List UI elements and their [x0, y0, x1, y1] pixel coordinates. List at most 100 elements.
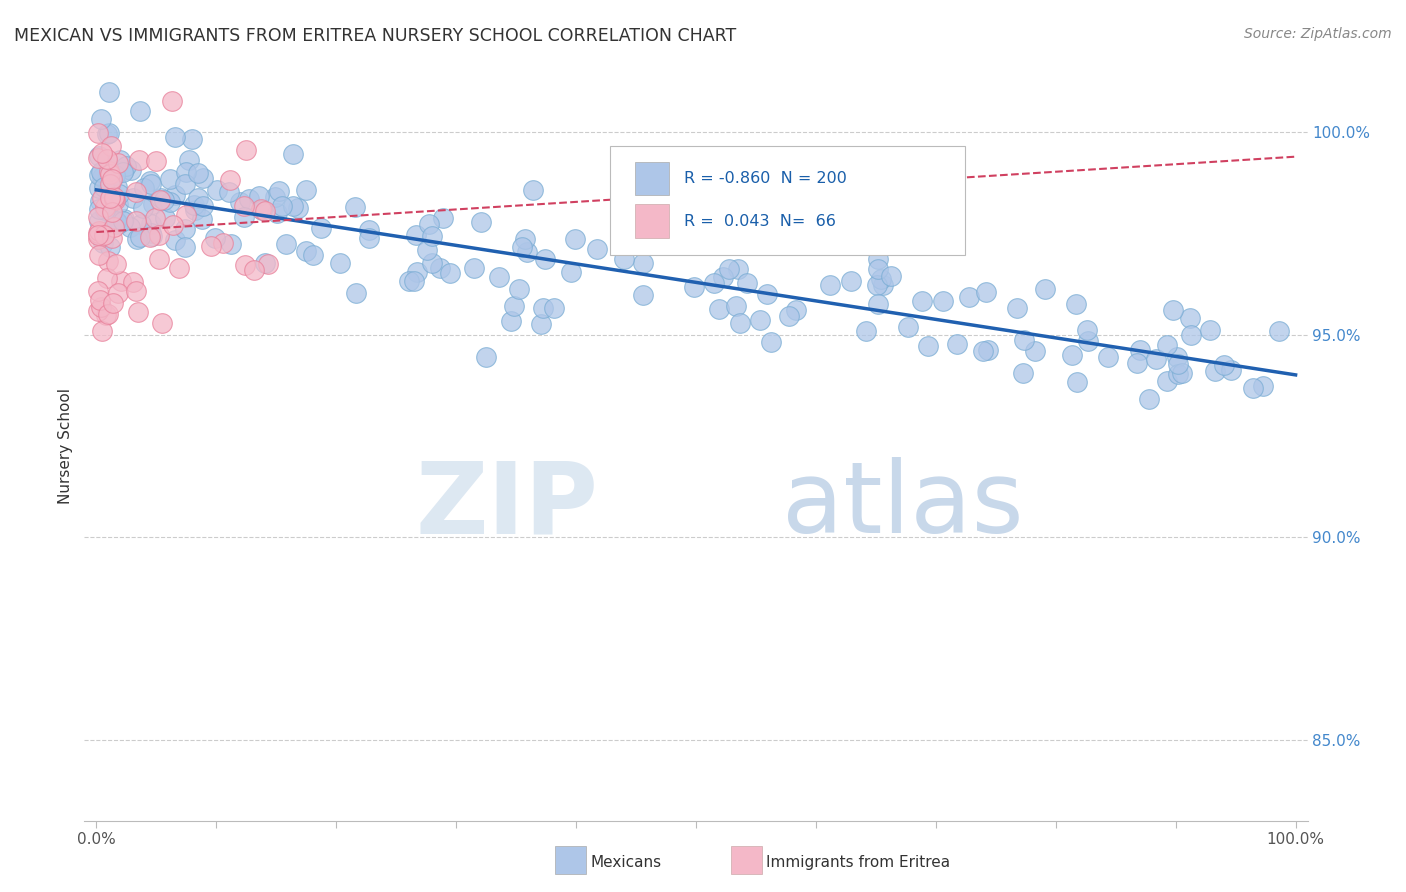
- Point: [97, 126, 120, 140]
- Point: [90, 112, 112, 126]
- Point: [107, 187, 129, 202]
- Point: [295, 244, 318, 259]
- Point: [1219, 363, 1241, 377]
- Point: [105, 180, 128, 194]
- Bar: [636, 161, 669, 195]
- Point: [174, 165, 197, 179]
- Point: [897, 319, 920, 334]
- Point: [1064, 297, 1087, 311]
- Point: [114, 212, 136, 227]
- Point: [269, 184, 291, 198]
- Point: [112, 163, 135, 178]
- Point: [1212, 358, 1234, 372]
- Point: [205, 183, 228, 197]
- Point: [728, 316, 751, 330]
- Point: [613, 252, 636, 266]
- Text: ZIP: ZIP: [415, 458, 598, 555]
- Point: [173, 222, 195, 236]
- Point: [120, 219, 142, 234]
- Point: [87, 248, 110, 262]
- Point: [200, 239, 222, 253]
- Point: [866, 278, 889, 293]
- Point: [87, 202, 110, 216]
- Point: [101, 205, 124, 219]
- Point: [89, 194, 111, 208]
- Point: [311, 220, 333, 235]
- Point: [516, 245, 538, 260]
- Point: [513, 232, 536, 246]
- Point: [917, 339, 939, 353]
- Point: [957, 290, 980, 304]
- Point: [97, 172, 120, 186]
- Point: [97, 169, 120, 184]
- Point: [302, 248, 325, 262]
- Point: [683, 280, 706, 294]
- Point: [250, 202, 273, 217]
- Point: [564, 232, 586, 246]
- Point: [855, 324, 877, 338]
- Point: [159, 171, 181, 186]
- Point: [184, 203, 207, 218]
- Point: [204, 231, 226, 245]
- Point: [212, 236, 235, 251]
- Point: [148, 227, 170, 242]
- Point: [105, 214, 128, 228]
- Point: [111, 165, 134, 179]
- Y-axis label: Nursery School: Nursery School: [58, 388, 73, 504]
- Point: [880, 269, 903, 284]
- Point: [717, 261, 740, 276]
- Point: [96, 271, 118, 285]
- Point: [94, 200, 117, 214]
- Point: [98, 85, 121, 99]
- Point: [167, 260, 190, 275]
- Point: [87, 227, 110, 242]
- Point: [181, 131, 204, 145]
- Point: [242, 262, 264, 277]
- Point: [86, 210, 108, 224]
- Point: [911, 293, 934, 308]
- Point: [90, 300, 112, 314]
- Point: [221, 236, 243, 251]
- Point: [91, 146, 114, 161]
- Point: [748, 313, 770, 327]
- Point: [127, 232, 149, 246]
- Point: [253, 204, 276, 219]
- Point: [142, 197, 165, 211]
- Point: [976, 343, 998, 357]
- Bar: [636, 204, 669, 238]
- Point: [89, 168, 111, 182]
- Point: [620, 216, 643, 230]
- Point: [98, 196, 121, 211]
- Point: [93, 227, 115, 242]
- Point: [101, 296, 124, 310]
- Point: [91, 191, 114, 205]
- Point: [1268, 324, 1291, 338]
- Point: [508, 282, 530, 296]
- Point: [218, 186, 240, 200]
- Point: [1166, 350, 1188, 364]
- Point: [866, 297, 889, 311]
- Point: [128, 104, 150, 119]
- Point: [96, 308, 118, 322]
- Point: [165, 188, 187, 202]
- Point: [1097, 350, 1119, 364]
- Text: Source: ZipAtlas.com: Source: ZipAtlas.com: [1244, 27, 1392, 41]
- Point: [263, 190, 285, 204]
- Point: [1024, 343, 1046, 358]
- Point: [1156, 374, 1178, 388]
- Point: [1167, 357, 1189, 371]
- Point: [253, 256, 276, 270]
- Point: [866, 252, 889, 266]
- Point: [1198, 324, 1220, 338]
- Point: [229, 195, 252, 210]
- Point: [1060, 348, 1083, 362]
- Point: [974, 285, 997, 300]
- Point: [107, 156, 129, 170]
- Point: [163, 233, 186, 247]
- Point: [125, 185, 148, 199]
- Point: [103, 190, 125, 204]
- Point: [741, 228, 763, 243]
- Point: [128, 153, 150, 168]
- Point: [398, 274, 420, 288]
- Point: [219, 173, 242, 187]
